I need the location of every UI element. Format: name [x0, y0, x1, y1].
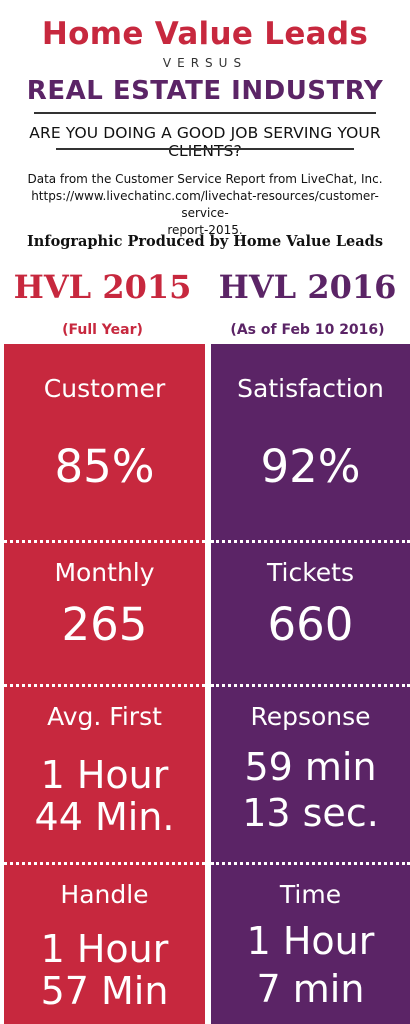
column-title-2015: HVL 2015 [13, 268, 192, 306]
divider-rule [56, 148, 354, 150]
row-label: Avg. First [47, 702, 162, 731]
row-value: 660 [267, 598, 354, 651]
row-value: 92% [260, 440, 361, 493]
row-label: Tickets [267, 558, 354, 587]
row-value: 85% [54, 440, 155, 493]
infographic-title: Home Value Leads [41, 16, 369, 52]
column-subtitle-2015: (Full Year) [62, 322, 143, 338]
row-value: 265 [61, 598, 148, 651]
versus-label: VERSUS [162, 56, 248, 70]
row-label: Monthly [54, 558, 155, 587]
panel-2016: Satisfaction 92% Tickets 660 Repsonse 59… [211, 344, 410, 1024]
row-value: 59 min [244, 745, 377, 789]
row-label: Repsonse [250, 702, 371, 731]
row-label: Satisfaction [237, 374, 384, 403]
producer-credit: Infographic Produced by Home Value Leads [27, 233, 383, 250]
row-divider [4, 862, 205, 865]
row-label: Handle [60, 880, 149, 909]
source-url: report-2015. [167, 223, 243, 237]
row-label: Customer [43, 374, 166, 403]
panel-2015: Customer 85% Monthly 265 Avg. First 1 Ho… [4, 344, 205, 1024]
row-value: 1 Hour [246, 919, 375, 963]
source-url: https://www.livechatinc.com/livechat-res… [31, 189, 379, 220]
row-divider [4, 684, 205, 687]
source-note: Data from the Customer Service Report fr… [0, 171, 410, 239]
row-divider [211, 540, 410, 543]
divider-rule [34, 112, 376, 114]
column-subtitle-2016: (As of Feb 10 2016) [230, 322, 385, 338]
row-value: 1 Hour [40, 927, 169, 971]
column-title-2016: HVL 2016 [218, 268, 397, 306]
row-value: 7 min [256, 967, 365, 1011]
row-divider [211, 684, 410, 687]
row-value: 57 Min [40, 969, 169, 1013]
industry-subtitle: REAL ESTATE INDUSTRY [26, 76, 384, 106]
question-heading: ARE YOU DOING A GOOD JOB SERVING YOUR CL… [29, 124, 381, 160]
row-value: 44 Min. [34, 795, 175, 839]
source-line: Data from the Customer Service Report fr… [27, 172, 383, 186]
row-label: Time [279, 880, 342, 909]
row-value: 1 Hour [40, 753, 169, 797]
row-value: 13 sec. [242, 791, 379, 835]
row-divider [4, 540, 205, 543]
row-divider [211, 862, 410, 865]
